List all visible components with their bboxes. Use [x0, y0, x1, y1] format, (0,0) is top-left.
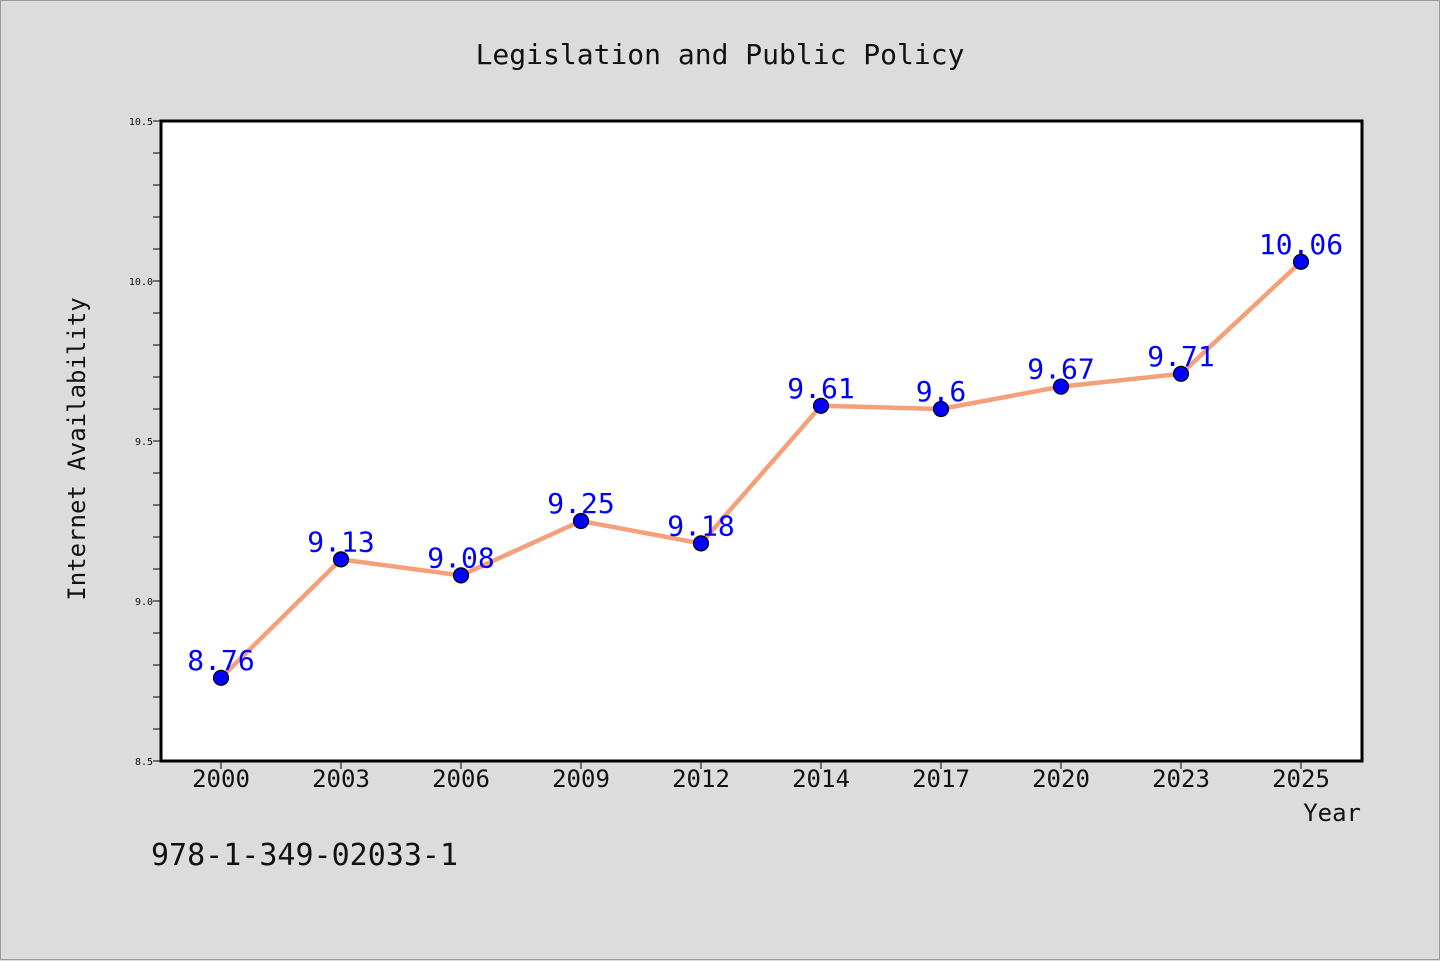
- y-tick-label: 9.5: [135, 437, 153, 448]
- x-tick-label: 2006: [432, 765, 490, 793]
- data-label: 8.76: [187, 644, 254, 677]
- x-tick-label: 2025: [1272, 765, 1330, 793]
- data-point: [212, 669, 230, 686]
- y-tick-label: 8.5: [135, 757, 153, 768]
- data-point: [332, 551, 350, 568]
- x-tick-label: 2017: [912, 765, 970, 793]
- y-tick-label: 10.5: [129, 117, 153, 128]
- x-tick-label: 2020: [1032, 765, 1090, 793]
- data-label: 9.6: [916, 375, 967, 408]
- plot-area: [159, 119, 1364, 763]
- y-axis: 8.5 9.0 9.5 10.0 10.5: [129, 117, 161, 768]
- data-label: 9.08: [427, 541, 494, 574]
- y-tick-label: 9.0: [135, 597, 153, 608]
- data-label: 9.18: [667, 509, 734, 542]
- x-tick-label: 2012: [672, 765, 730, 793]
- data-labels: 8.76 9.13 9.08 9.25 9.18 9.61 9.6 9.67 9.71 10.06: [187, 228, 1343, 677]
- data-point: [1172, 365, 1190, 382]
- data-label: 9.71: [1147, 340, 1214, 373]
- data-point: [572, 512, 590, 530]
- data-label: 9.61: [787, 372, 854, 405]
- y-tick-label: 10.0: [129, 277, 153, 288]
- x-tick-label: 2014: [792, 765, 850, 793]
- data-label: 9.67: [1027, 353, 1094, 386]
- data-label: 9.25: [547, 487, 614, 520]
- data-markers: [212, 253, 1310, 686]
- data-point: [1052, 378, 1070, 395]
- x-tick-label: 2009: [552, 765, 610, 793]
- data-point: [452, 567, 470, 584]
- data-point: [692, 535, 710, 552]
- data-point: [812, 397, 830, 414]
- x-tick-label: 2000: [192, 765, 250, 793]
- series-line: [219, 260, 1303, 680]
- x-axis: 2000 2003 2006 2009 2012 2014 2017 2020 2023 2025: [192, 761, 1330, 793]
- data-label: 10.06: [1259, 228, 1343, 261]
- footer-isbn: 978-1-349-02033-1: [151, 838, 458, 873]
- x-tick-label: 2023: [1152, 765, 1210, 793]
- x-tick-label: 2003: [312, 765, 370, 793]
- data-point: [1292, 253, 1310, 270]
- x-axis-label: Year: [1303, 799, 1361, 827]
- y-axis-label: Internet Availability: [63, 297, 91, 600]
- data-label: 9.13: [307, 525, 374, 558]
- chart-title: Legislation and Public Policy: [476, 38, 965, 71]
- data-point: [932, 400, 950, 418]
